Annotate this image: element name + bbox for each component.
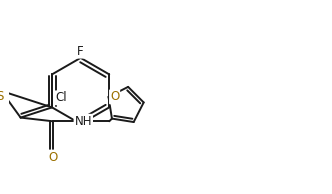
Text: O: O (48, 151, 57, 164)
Text: Cl: Cl (56, 91, 67, 104)
Text: S: S (0, 90, 3, 103)
Text: NH: NH (75, 115, 92, 128)
Text: O: O (110, 90, 119, 103)
Text: F: F (77, 45, 84, 58)
